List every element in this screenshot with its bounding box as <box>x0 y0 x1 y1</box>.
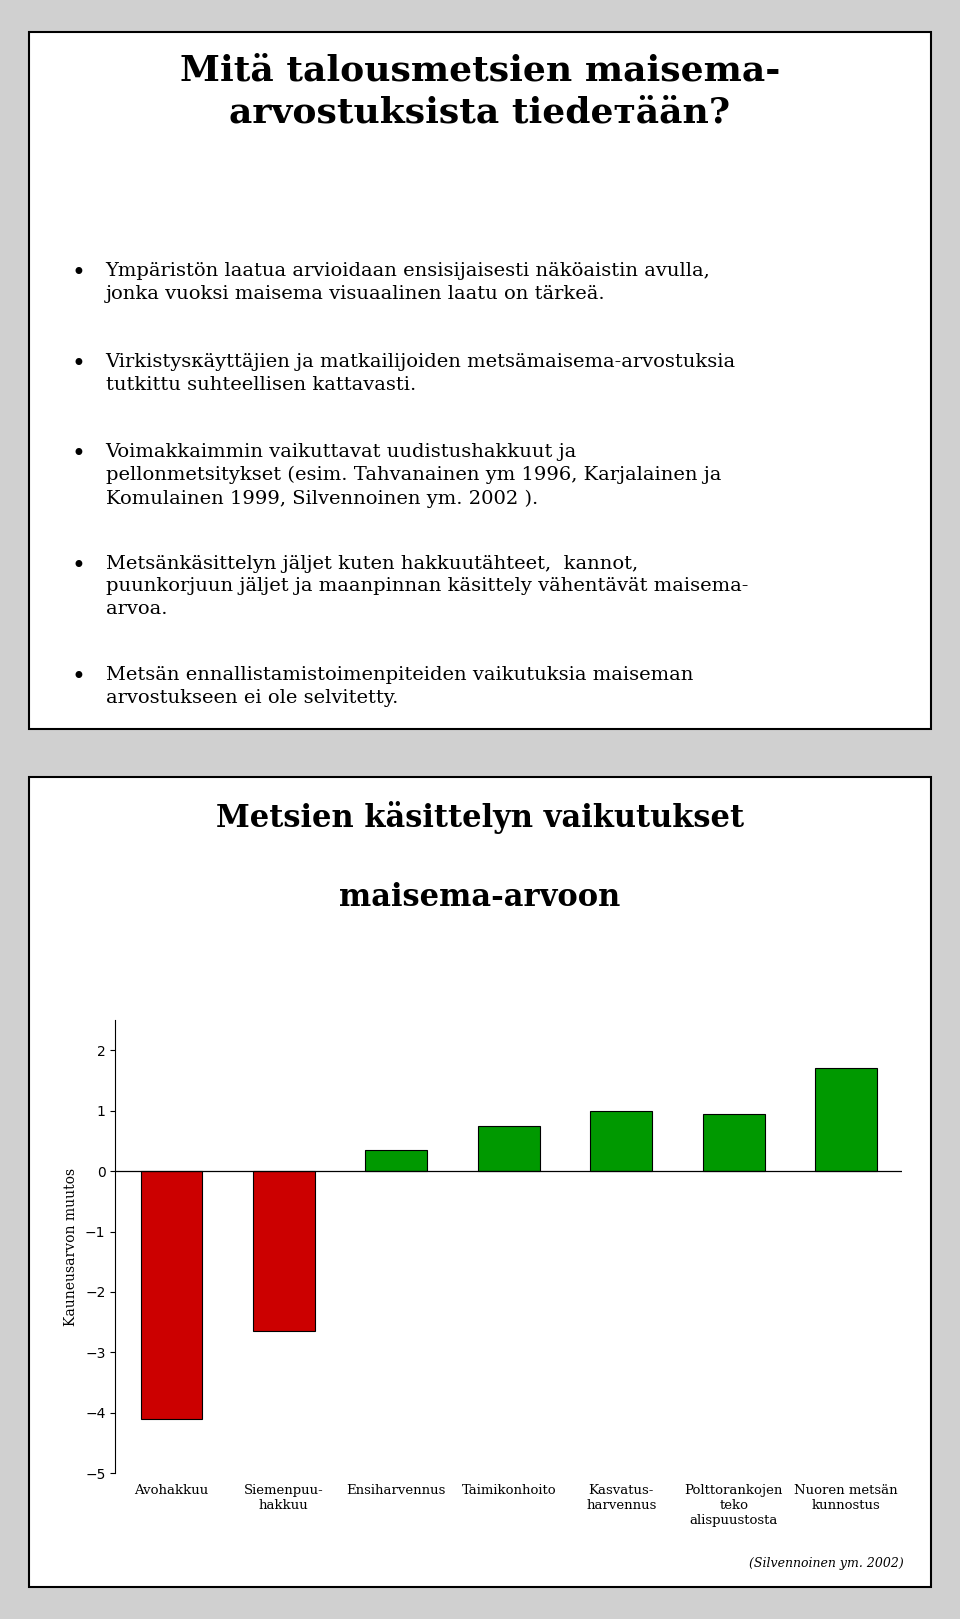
Text: Virkistysкäyttäjien ja matkailijoiden metsämaisema-arvostuksia
tutkittu suhteell: Virkistysкäyttäjien ja matkailijoiden me… <box>106 353 735 393</box>
Bar <box>366 1149 427 1171</box>
Text: •: • <box>71 444 85 466</box>
Bar <box>590 1111 652 1171</box>
Text: (Silvennoinen ym. 2002): (Silvennoinen ym. 2002) <box>750 1557 904 1570</box>
FancyBboxPatch shape <box>29 32 931 729</box>
Text: Ympäristön laatua arvioidaan ensisijaisesti näköaistin avulla,
jonka vuoksi mais: Ympäristön laatua arvioidaan ensisijaise… <box>106 262 710 303</box>
Bar <box>815 1069 877 1171</box>
Bar <box>478 1125 540 1171</box>
Y-axis label: Kauneusarvon muutos: Kauneusarvon muutos <box>64 1167 78 1326</box>
Text: Metsän ennallistamistoimenpiteiden vaikutuksia maiseman
arvostukseen ei ole selv: Metsän ennallistamistoimenpiteiden vaiku… <box>106 665 693 708</box>
Text: Voimakkaimmin vaikuttavat uudistushakkuut ja
pellonmetsitykset (esim. Tahvanaine: Voimakkaimmin vaikuttavat uudistushakkuu… <box>106 444 721 508</box>
Text: •: • <box>71 262 85 285</box>
Text: Metsänkäsittelyn jäljet kuten hakkuutähteet,  kannot,
puunkorjuun jäljet ja maan: Metsänkäsittelyn jäljet kuten hakkuutäht… <box>106 554 748 618</box>
Bar <box>703 1114 764 1171</box>
Text: maisema-arvoon: maisema-arvoon <box>339 882 621 913</box>
Text: •: • <box>71 554 85 578</box>
Text: Mitä talousmetsien maisema-
arvostuksista tiedетään?: Mitä talousmetsien maisema- arvostuksist… <box>180 53 780 130</box>
Text: Metsien käsittelyn vaikutukset: Metsien käsittelyn vaikutukset <box>216 801 744 834</box>
FancyBboxPatch shape <box>29 777 931 1587</box>
Bar <box>140 1171 203 1418</box>
Text: •: • <box>71 665 85 690</box>
Text: •: • <box>71 353 85 376</box>
Bar <box>252 1171 315 1331</box>
